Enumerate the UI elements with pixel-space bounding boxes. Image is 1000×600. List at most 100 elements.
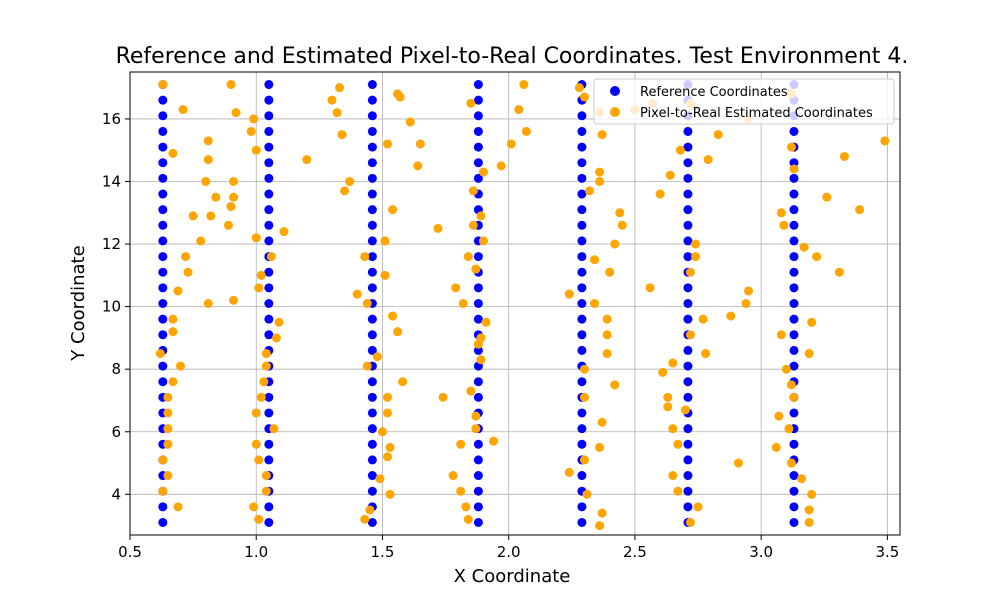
reference-point	[367, 517, 377, 527]
reference-point	[367, 95, 377, 105]
reference-point	[264, 205, 274, 215]
estimated-point	[784, 424, 794, 434]
reference-point	[577, 345, 587, 355]
legend-marker-estimated	[610, 107, 620, 117]
estimated-point	[256, 270, 266, 280]
reference-point	[264, 299, 274, 308]
estimated-point	[383, 139, 393, 149]
legend-marker-reference	[610, 86, 620, 96]
estimated-point	[463, 514, 473, 524]
estimated-point	[388, 311, 398, 321]
reference-point	[264, 220, 274, 230]
reference-point	[789, 502, 799, 512]
y-tick-label: 14	[102, 172, 121, 190]
estimated-point	[680, 405, 690, 415]
estimated-point	[226, 202, 236, 212]
estimated-point	[673, 439, 683, 449]
estimated-point	[229, 176, 239, 186]
estimated-point	[733, 458, 743, 468]
estimated-point	[254, 283, 264, 293]
estimated-point	[781, 364, 791, 374]
y-tick-label: 6	[111, 423, 121, 441]
estimated-point	[615, 208, 625, 218]
estimated-point	[476, 355, 486, 365]
estimated-point	[211, 192, 221, 202]
estimated-point	[855, 205, 865, 215]
estimated-point	[201, 176, 211, 186]
estimated-point	[251, 439, 261, 449]
chart-title: Reference and Estimated Pixel-to-Real Co…	[116, 44, 909, 69]
reference-point	[789, 158, 799, 168]
reference-point	[577, 502, 587, 512]
estimated-point	[693, 502, 703, 512]
reference-point	[367, 471, 377, 481]
reference-point	[577, 111, 587, 121]
estimated-point	[158, 486, 168, 496]
reference-point	[473, 392, 483, 402]
estimated-point	[451, 283, 461, 293]
estimated-point	[471, 411, 481, 421]
x-tick-label: 1.0	[244, 543, 268, 561]
reference-point	[683, 424, 693, 434]
estimated-point	[839, 151, 849, 161]
estimated-point	[229, 192, 239, 202]
reference-point	[367, 345, 377, 355]
reference-point	[577, 189, 587, 199]
reference-point	[789, 252, 799, 262]
reference-point	[158, 517, 168, 527]
estimated-point	[466, 98, 476, 108]
estimated-point	[481, 317, 491, 327]
reference-point	[789, 330, 799, 340]
estimated-point	[703, 155, 713, 165]
estimated-point	[595, 167, 605, 177]
grid-lines	[129, 72, 900, 535]
reference-point	[789, 236, 799, 246]
estimated-point	[380, 236, 390, 246]
reference-point	[789, 126, 799, 136]
reference-point	[683, 158, 693, 168]
estimated-point	[178, 105, 188, 115]
reference-point	[577, 408, 587, 418]
estimated-point	[595, 442, 605, 452]
estimated-point	[261, 361, 271, 371]
reference-point	[367, 80, 377, 90]
estimated-point	[269, 424, 279, 434]
estimated-point	[602, 314, 612, 324]
estimated-point	[372, 352, 382, 362]
reference-point	[158, 95, 168, 105]
legend-label-reference: Reference Coordinates	[640, 85, 788, 100]
reference-point	[683, 392, 693, 402]
reference-point	[473, 439, 483, 449]
reference-point	[158, 502, 168, 512]
estimated-point	[776, 330, 786, 340]
estimated-point	[658, 367, 668, 377]
estimated-point	[415, 139, 425, 149]
estimated-point	[251, 408, 261, 418]
reference-point	[264, 330, 274, 340]
reference-point	[473, 80, 483, 90]
reference-point	[577, 142, 587, 152]
reference-point	[473, 486, 483, 496]
reference-point	[577, 252, 587, 262]
reference-point	[789, 486, 799, 496]
estimated-point	[602, 330, 612, 340]
estimated-point	[360, 514, 370, 524]
reference-point	[577, 299, 587, 308]
reference-point	[789, 471, 799, 481]
reference-point	[683, 126, 693, 136]
reference-point	[158, 158, 168, 168]
reference-point	[473, 158, 483, 168]
estimated-point	[701, 349, 711, 359]
estimated-point	[663, 402, 673, 412]
estimated-point	[744, 286, 754, 296]
estimated-point	[456, 439, 466, 449]
reference-point	[264, 126, 274, 136]
estimated-point	[786, 142, 796, 152]
estimated-point	[476, 211, 486, 221]
estimated-point	[183, 267, 193, 277]
estimated-point	[405, 117, 415, 127]
estimated-point	[206, 211, 216, 221]
estimated-point	[597, 130, 607, 140]
estimated-point	[175, 361, 185, 371]
estimated-point	[168, 377, 178, 387]
